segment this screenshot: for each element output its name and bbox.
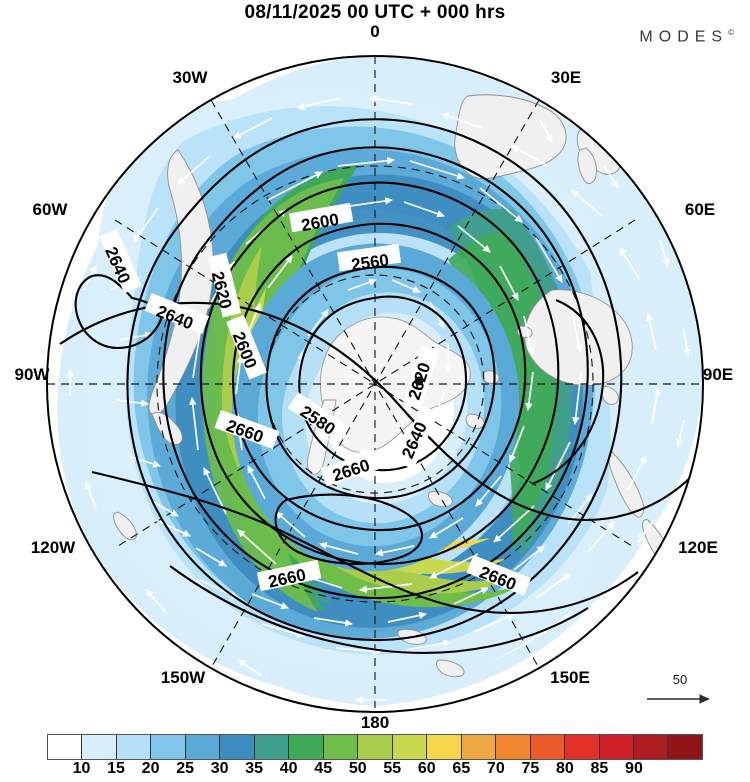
coastlines (113, 94, 685, 678)
colorbar-cell[interactable] (530, 735, 566, 759)
colorbar-cell[interactable] (668, 735, 702, 759)
colorbar-tick: 55 (383, 760, 402, 777)
graticule-label-90e: 90E (702, 365, 734, 384)
colorbar-tick: 80 (555, 760, 574, 777)
colorbar-cell[interactable] (633, 735, 669, 759)
modes-logo: MODES© (639, 28, 734, 46)
colorbar-tick: 90 (625, 760, 643, 777)
graticule-label-30w: 30W (172, 68, 208, 87)
colorbar-tick: 65 (452, 760, 471, 777)
map-content: 2560260026202600258026202640266026602640… (47, 56, 703, 712)
copyright-mark: © (728, 28, 734, 37)
colorbar-cell[interactable] (254, 735, 290, 759)
colorbar-tick: 75 (521, 760, 540, 777)
polar-stereographic-map[interactable]: 2560260026202600258026202640266026602640… (0, 0, 750, 730)
colorbar-cell[interactable] (48, 735, 83, 759)
colorbar-cell[interactable] (392, 735, 428, 759)
colorbar-cell[interactable] (185, 735, 221, 759)
contour-label-masks (99, 202, 532, 596)
reference-arrow-icon (647, 694, 710, 704)
low-center-marker (414, 376, 424, 386)
colorbar-cell[interactable] (461, 735, 497, 759)
colorbar-tick: 10 (72, 760, 91, 777)
graticule-label-120w: 120W (30, 538, 76, 557)
graticule-label-60w: 60W (32, 200, 68, 219)
page-title: 08/11/2025 00 UTC + 000 hrs (244, 2, 506, 23)
colorbar[interactable] (47, 734, 703, 760)
colorbar-cell[interactable] (116, 735, 152, 759)
graticule-label-90w: 90W (14, 365, 50, 384)
colorbar-cell[interactable] (289, 735, 324, 759)
colorbar-tick: 40 (279, 760, 298, 777)
colorbar-tick: 70 (486, 760, 505, 777)
colorbar-tick: 50 (348, 760, 367, 777)
graticule-label-150e: 150E (550, 668, 590, 687)
colorbar-cell[interactable] (496, 735, 531, 759)
colorbar-cell[interactable] (565, 735, 600, 759)
graticule-label-60e: 60E (684, 200, 716, 219)
colorbar-tick: 30 (210, 760, 229, 777)
colorbar-cell[interactable] (82, 735, 117, 759)
colorbar-cell[interactable] (323, 735, 359, 759)
colorbar-tick: 45 (314, 760, 333, 777)
colorbar-cell[interactable] (220, 735, 255, 759)
colorbar-tick: 20 (141, 760, 160, 777)
colorbar-tick: 25 (176, 760, 194, 777)
reference-wind-vector: 50 (645, 672, 735, 712)
map-outline (46, 55, 704, 713)
graticule-label-180: 180 (360, 713, 390, 732)
reference-vector-label: 50 (672, 672, 688, 687)
graticule-label-0: 0 (370, 22, 380, 41)
graticule-label-30e: 30E (550, 68, 582, 87)
colorbar-cell[interactable] (427, 735, 462, 759)
colorbar-cell[interactable] (599, 735, 634, 759)
colorbar-tick-labels: 10 15 20 25 30 35 40 45 50 55 60 65 70 75 80 85 90 (0, 760, 750, 782)
colorbar-tick: 60 (417, 760, 436, 777)
graticule-label-120e: 120E (678, 538, 718, 557)
brand-text: MODES (639, 28, 729, 46)
colorbar-tick: 85 (590, 760, 609, 777)
colorbar-cell[interactable] (358, 735, 393, 759)
colorbar-tick: 15 (107, 760, 125, 777)
colorbar-cell[interactable] (151, 735, 186, 759)
graticule-label-150w: 150W (160, 668, 206, 687)
colorbar-tick: 35 (245, 760, 264, 777)
